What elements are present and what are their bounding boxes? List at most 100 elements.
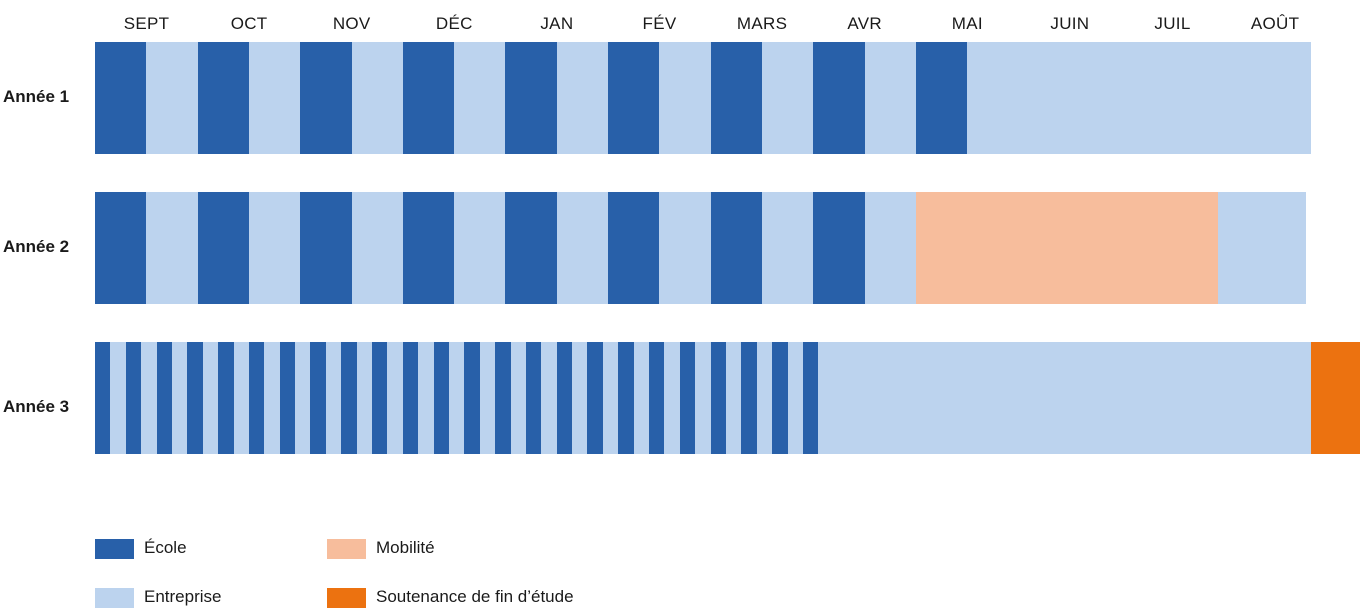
segment-mobilite: [915, 192, 1220, 304]
legend-label-soutenance: Soutenance de fin d’étude: [376, 587, 574, 606]
segment-ecole: [608, 42, 660, 154]
month-label: JUIL: [1154, 14, 1191, 33]
segment-ecole: [495, 342, 512, 454]
segment-entreprise: [351, 42, 404, 154]
segment-ecole: [197, 42, 250, 154]
segment-ecole: [505, 192, 558, 304]
month-label: DÉC: [435, 14, 473, 33]
segment-ecole: [156, 342, 173, 454]
segment-entreprise: [664, 342, 681, 454]
segment-ecole: [813, 192, 866, 304]
segment-entreprise: [146, 192, 199, 304]
month-label: MAI: [951, 14, 983, 33]
segment-ecole: [95, 342, 111, 454]
segment-entreprise: [448, 342, 465, 454]
segment-entreprise: [171, 342, 188, 454]
year-label-1: Année 1: [3, 87, 70, 106]
month-label: JUIN: [1050, 14, 1090, 33]
segment-entreprise: [818, 342, 1312, 454]
segment-ecole: [915, 42, 968, 154]
segment-entreprise: [541, 342, 558, 454]
segment-ecole: [125, 342, 142, 454]
year-1-timeline: [95, 42, 1312, 154]
segment-ecole: [300, 192, 353, 304]
segment-entreprise: [864, 42, 917, 154]
month-label: MARS: [736, 14, 788, 33]
segment-ecole: [679, 342, 696, 454]
segment-entreprise: [141, 342, 158, 454]
segment-entreprise: [556, 42, 609, 154]
year-2-timeline: [95, 192, 1307, 304]
segment-ecole: [95, 192, 147, 304]
segment-ecole: [402, 42, 455, 154]
segment-ecole: [95, 42, 147, 154]
segment-entreprise: [454, 42, 506, 154]
segment-entreprise: [351, 192, 404, 304]
segment-ecole: [556, 342, 573, 454]
legend-swatch-soutenance: [327, 588, 366, 608]
segment-entreprise: [110, 342, 127, 454]
segment-ecole: [505, 42, 558, 154]
month-label: FÉV: [642, 14, 677, 33]
segment-entreprise: [295, 342, 312, 454]
legend-swatch-entreprise: [95, 588, 134, 608]
segment-entreprise: [418, 342, 435, 454]
segment-ecole: [300, 42, 353, 154]
segment-ecole: [772, 342, 789, 454]
segment-entreprise: [454, 192, 506, 304]
segment-ecole: [372, 342, 388, 454]
segment-entreprise: [659, 42, 712, 154]
legend-label-mobilite: Mobilité: [376, 538, 435, 557]
segment-ecole: [402, 342, 419, 454]
segment-entreprise: [387, 342, 404, 454]
segment-ecole: [341, 342, 358, 454]
segment-entreprise: [248, 192, 301, 304]
segment-entreprise: [725, 342, 742, 454]
month-label: AVR: [847, 14, 882, 33]
segment-ecole: [608, 192, 660, 304]
legend-swatch-ecole: [95, 539, 134, 559]
segment-ecole: [310, 342, 327, 454]
segment-entreprise: [264, 342, 281, 454]
segment-entreprise: [556, 192, 609, 304]
month-label: AOÛT: [1250, 14, 1300, 33]
segment-entreprise: [761, 192, 814, 304]
segment-entreprise: [572, 342, 589, 454]
year-3-timeline: [95, 342, 1360, 454]
segment-ecole: [802, 342, 819, 454]
year-label-3: Année 3: [3, 397, 70, 416]
segment-ecole: [710, 342, 727, 454]
month-label: OCT: [230, 14, 268, 33]
segment-entreprise: [233, 342, 250, 454]
segment-entreprise: [146, 42, 199, 154]
segment-entreprise: [633, 342, 650, 454]
segment-ecole: [402, 192, 455, 304]
segment-ecole: [587, 342, 604, 454]
segment-ecole: [649, 342, 666, 454]
legend-label-entreprise: Entreprise: [144, 587, 222, 606]
segment-entreprise: [510, 342, 527, 454]
segment-entreprise: [761, 42, 814, 154]
segment-ecole: [218, 342, 235, 454]
segment-entreprise: [967, 42, 1312, 154]
segment-entreprise: [1218, 192, 1307, 304]
segment-ecole: [710, 192, 763, 304]
segment-ecole: [464, 342, 481, 454]
segment-entreprise: [659, 192, 712, 304]
segment-ecole: [813, 42, 866, 154]
segment-ecole: [618, 342, 635, 454]
segment-ecole: [279, 342, 296, 454]
segment-ecole: [248, 342, 265, 454]
segment-entreprise: [479, 342, 496, 454]
segment-soutenance: [1310, 342, 1360, 454]
segment-entreprise: [202, 342, 219, 454]
segment-entreprise: [248, 42, 301, 154]
year-label-2: Année 2: [3, 237, 70, 256]
segment-ecole: [187, 342, 204, 454]
segment-ecole: [525, 342, 542, 454]
segment-entreprise: [356, 342, 373, 454]
legend-swatch-mobilite: [327, 539, 366, 559]
segment-ecole: [710, 42, 763, 154]
segment-entreprise: [325, 342, 342, 454]
segment-entreprise: [787, 342, 804, 454]
